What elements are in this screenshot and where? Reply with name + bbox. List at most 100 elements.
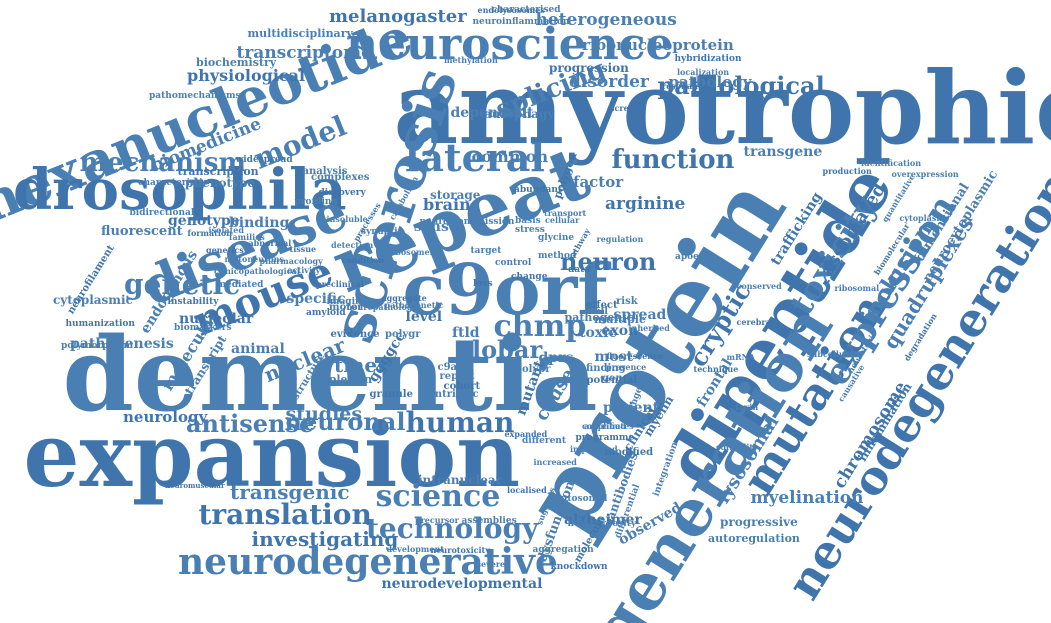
word-dementia: dementia [62,315,598,435]
word-pharmacology: pharmacology [259,256,323,266]
word-dprs: dprs [538,350,574,366]
word-risk: risk [616,296,638,307]
word-localised: localised [507,485,547,495]
word-ribosomes: ribosomes [388,247,435,257]
word-progression: progression [549,61,629,75]
word-transgenic: transgenic [230,480,350,504]
word-exon: exon [601,323,639,339]
word-most: most [594,349,634,365]
word-animal: animal [231,341,285,357]
word-polypr: polypr [515,364,551,375]
word-profiling: profiling [294,196,338,207]
word-myelination: myelination [750,487,864,508]
word-preclinical: preclinical [316,279,364,289]
word-identification: identification [861,158,922,168]
word-analysis: analysis [302,166,348,177]
word-increased: increased [533,457,577,467]
word-heterogeneous: heterogeneous [535,9,677,30]
word-localization: localization [677,67,730,77]
word-storage: storage [430,188,481,202]
word-arginine: arginine [605,193,686,214]
word-overexpression: overexpression [891,169,959,179]
word-polymorphism: polymorphism [61,340,134,351]
word-ribonucleoprotein: ribonucleoprotein [582,35,734,54]
word-pathological: pathological [657,71,825,100]
word-solubility: solubility [716,442,758,452]
word-precursor: precursor [415,515,459,525]
word-fluorescent: fluorescent [101,223,183,239]
word-humanization: humanization [65,318,135,329]
word-genetic: genetic [124,268,241,301]
word-drosophila: drosophila [13,157,347,223]
word-tmem: tmem [334,353,399,377]
word-physiological: physiological [187,66,306,85]
word-antisense: antisense [186,409,315,438]
word-basis: basis [515,215,541,226]
word-pathology: pathology [668,72,752,91]
word-severe: severe [476,559,506,569]
word-biomarkers: biomarkers [174,322,232,333]
word-motor: motor [329,302,363,313]
word-production: production [822,166,872,176]
word-progressive: progressive [720,515,798,529]
word-phenotype: phenotype [185,176,256,190]
word-instability: instability [167,296,219,307]
word-programme: programme [575,432,635,443]
word-c9orf: c9orf [402,248,608,331]
word-abundant: abundant [514,184,563,195]
word-activity: activity [287,265,321,275]
word-depletion: depletion [314,372,373,386]
word-nucleolar: nucleolar [179,311,254,327]
word-biochemistry: biochemistry [196,55,277,69]
word-mediated: mediated [216,279,264,290]
word-report: report [439,371,475,382]
word-characteristic: characteristic [138,177,209,188]
word-discovery: discovery [318,187,366,198]
word-transgene: transgene [743,144,823,160]
word-widespread: widespread [235,154,293,165]
word-bidirectional: bidirectional [129,207,195,218]
word-ribosomal: ribosomal [834,283,880,293]
word-translation: translation [198,498,372,531]
word-transcription: transcription [177,164,259,178]
word-apoe: apoe [675,251,699,262]
word-toxic: toxic [579,325,617,341]
word-pathogenic: pathogenic [564,310,634,324]
word-presence: presence [606,362,647,372]
word-mechanism: mechanism [79,148,247,178]
word-cohort: cohort [443,381,481,392]
word-cerebral: cerebral [736,317,774,327]
word-aggregation: aggregation [532,544,594,555]
word-autosomal: autosomal [555,493,608,504]
word-homozygosity: homozygosity [567,518,637,529]
word-neuroinflammation: neuroinflammation [472,16,570,27]
word-potential: potential [586,375,638,386]
word-effect: effect [586,300,618,311]
word-glycine: glycine [538,232,575,243]
word-spread: spread [613,307,667,323]
word-formation: formation [187,228,233,238]
word-granule: granule [369,389,413,400]
word-methylation: methylation [444,55,498,65]
word-neurodegenerative: neurodegenerative [178,541,558,583]
word-investigating: investigating [251,527,399,551]
word-insoluble: insoluble [326,214,368,224]
word-abnormal: abnormal [248,238,292,248]
word-modified: modified [604,447,654,458]
word-transcriptome: transcriptome [236,42,372,63]
word-autoregulation: autoregulation [708,531,800,545]
word-resonance: resonance [662,81,708,91]
word-amyloid: amyloid [306,307,346,318]
word-genome: genome [602,373,647,384]
word-toxin: toxin [735,402,759,412]
word-method: method [538,250,577,261]
word-specific: specific [286,291,346,307]
word-complexes: complexes [311,172,370,183]
word-melanogaster: melanogaster [329,6,467,27]
word-disorder: disorder [569,71,649,92]
word-factor: factor [573,172,624,191]
word-expansion: expansion [23,403,521,507]
word-neurotransmission: neurotransmission [419,216,515,227]
word-neuron: neuron [560,247,657,276]
word-neurology: neurology [123,407,208,426]
